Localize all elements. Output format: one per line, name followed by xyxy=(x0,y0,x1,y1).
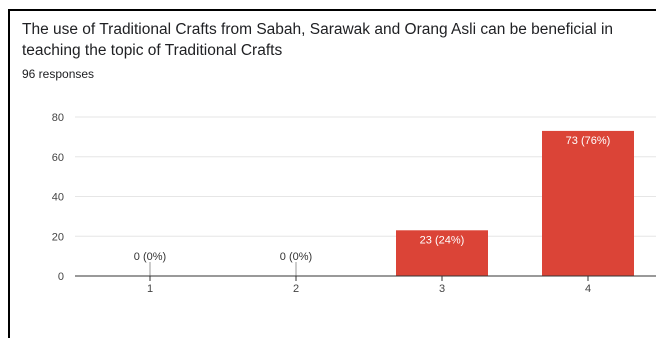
data-labels: 0 (0%) 0 (0%) 23 (24%) 73 (76%) xyxy=(134,135,611,263)
bar xyxy=(542,130,634,276)
data-label: 73 (76%) xyxy=(566,135,611,147)
y-tick-label: 80 xyxy=(52,112,64,124)
bars xyxy=(149,130,634,276)
y-tick-label: 60 xyxy=(52,152,64,164)
x-tick-label: 1 xyxy=(147,283,153,295)
axes: 0 20 40 60 80 1 2 3 4 xyxy=(52,112,656,295)
data-label: 0 (0%) xyxy=(134,251,166,263)
x-tick-label: 3 xyxy=(439,283,445,295)
y-tick-label: 40 xyxy=(52,192,64,204)
data-label: 0 (0%) xyxy=(280,251,312,263)
bar xyxy=(396,230,488,276)
y-tick-label: 20 xyxy=(52,231,64,243)
question-title: The use of Traditional Crafts from Sabah… xyxy=(22,21,614,59)
y-tick-label: 0 xyxy=(58,271,64,283)
data-label: 23 (24%) xyxy=(420,234,465,246)
x-tick-label: 2 xyxy=(293,283,299,295)
x-tick-label: 4 xyxy=(585,283,591,295)
response-count: 96 responses xyxy=(22,67,95,81)
